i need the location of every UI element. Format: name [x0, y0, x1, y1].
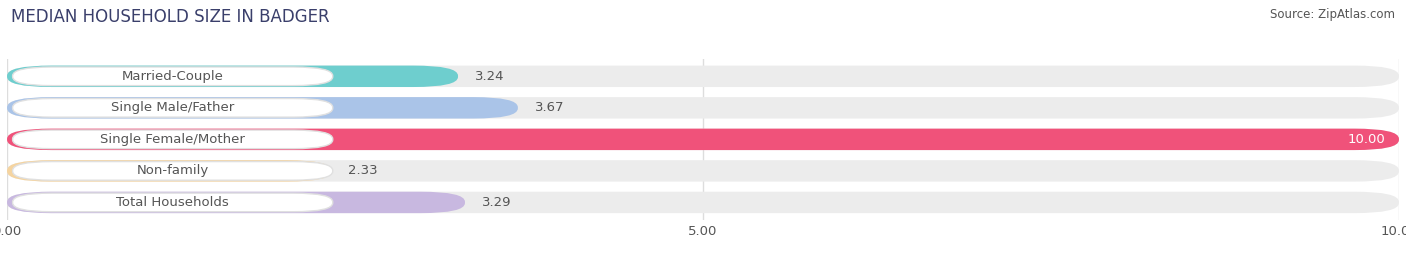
FancyBboxPatch shape — [7, 192, 1399, 213]
FancyBboxPatch shape — [13, 67, 333, 85]
Text: Total Households: Total Households — [117, 196, 229, 209]
FancyBboxPatch shape — [13, 162, 333, 180]
FancyBboxPatch shape — [7, 129, 1399, 150]
FancyBboxPatch shape — [7, 160, 1399, 182]
Text: Single Male/Father: Single Male/Father — [111, 101, 235, 114]
FancyBboxPatch shape — [7, 160, 332, 182]
Text: Non-family: Non-family — [136, 164, 209, 177]
FancyBboxPatch shape — [13, 99, 333, 117]
FancyBboxPatch shape — [7, 66, 1399, 87]
Text: 3.24: 3.24 — [475, 70, 505, 83]
FancyBboxPatch shape — [13, 130, 333, 149]
Text: MEDIAN HOUSEHOLD SIZE IN BADGER: MEDIAN HOUSEHOLD SIZE IN BADGER — [11, 8, 330, 26]
Text: Married-Couple: Married-Couple — [122, 70, 224, 83]
FancyBboxPatch shape — [7, 97, 1399, 118]
Text: 3.67: 3.67 — [534, 101, 564, 114]
FancyBboxPatch shape — [7, 192, 465, 213]
Text: 10.00: 10.00 — [1347, 133, 1385, 146]
FancyBboxPatch shape — [7, 129, 1399, 150]
FancyBboxPatch shape — [7, 66, 458, 87]
Text: 2.33: 2.33 — [349, 164, 378, 177]
FancyBboxPatch shape — [7, 97, 517, 118]
FancyBboxPatch shape — [13, 193, 333, 212]
Text: 3.29: 3.29 — [482, 196, 512, 209]
Text: Single Female/Mother: Single Female/Mother — [100, 133, 245, 146]
Text: Source: ZipAtlas.com: Source: ZipAtlas.com — [1270, 8, 1395, 21]
